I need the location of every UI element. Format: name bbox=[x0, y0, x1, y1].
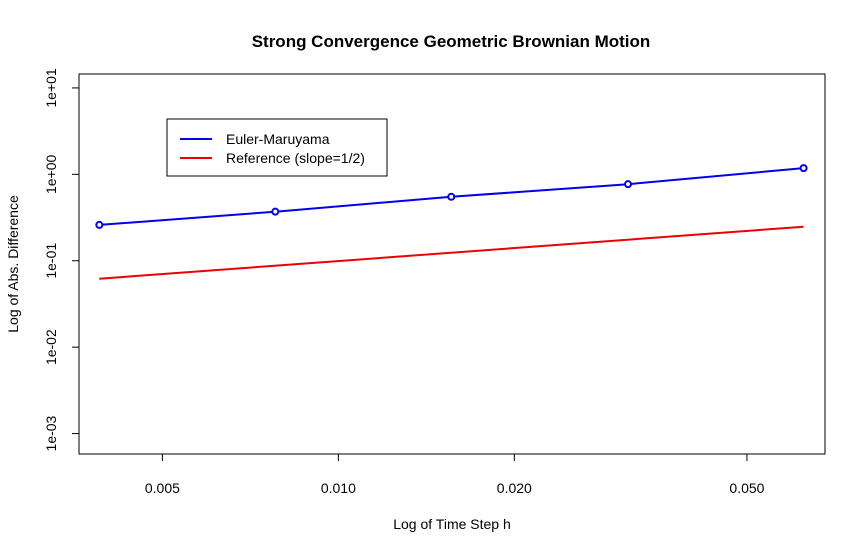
legend-label-euler: Euler-Maruyama bbox=[226, 131, 330, 147]
data-point bbox=[447, 192, 456, 201]
data-point bbox=[95, 220, 104, 229]
chart-title: Strong Convergence Geometric Brownian Mo… bbox=[252, 32, 651, 51]
data-point bbox=[799, 164, 808, 173]
plot-frame bbox=[78, 73, 826, 455]
y-tick-label: 1e-02 bbox=[43, 329, 59, 365]
x-tick-label: 0.005 bbox=[145, 480, 180, 496]
data-point bbox=[271, 207, 280, 216]
series-line-1 bbox=[99, 225, 804, 280]
y-tick-label: 1e+00 bbox=[43, 154, 59, 194]
plot-area bbox=[95, 164, 808, 280]
x-tick-label: 0.020 bbox=[497, 480, 532, 496]
legend-box bbox=[166, 118, 388, 177]
y-tick-label: 1e-03 bbox=[43, 415, 59, 451]
x-axis: 0.005 0.010 0.020 0.050 bbox=[145, 454, 765, 496]
x-tick-label: 0.050 bbox=[729, 480, 764, 496]
legend-label-reference: Reference (slope=1/2) bbox=[226, 150, 365, 166]
y-tick-label: 1e-01 bbox=[43, 243, 59, 279]
y-tick-label: 1e+01 bbox=[43, 68, 59, 108]
y-axis-label: Log of Abs. Difference bbox=[5, 195, 21, 333]
x-axis-label: Log of Time Step h bbox=[393, 516, 511, 532]
data-point bbox=[624, 180, 633, 189]
legend: Euler-Maruyama Reference (slope=1/2) bbox=[166, 118, 388, 177]
x-tick-label: 0.010 bbox=[321, 480, 356, 496]
y-axis: 1e-03 1e-02 1e-01 1e+00 1e+01 bbox=[43, 68, 79, 451]
